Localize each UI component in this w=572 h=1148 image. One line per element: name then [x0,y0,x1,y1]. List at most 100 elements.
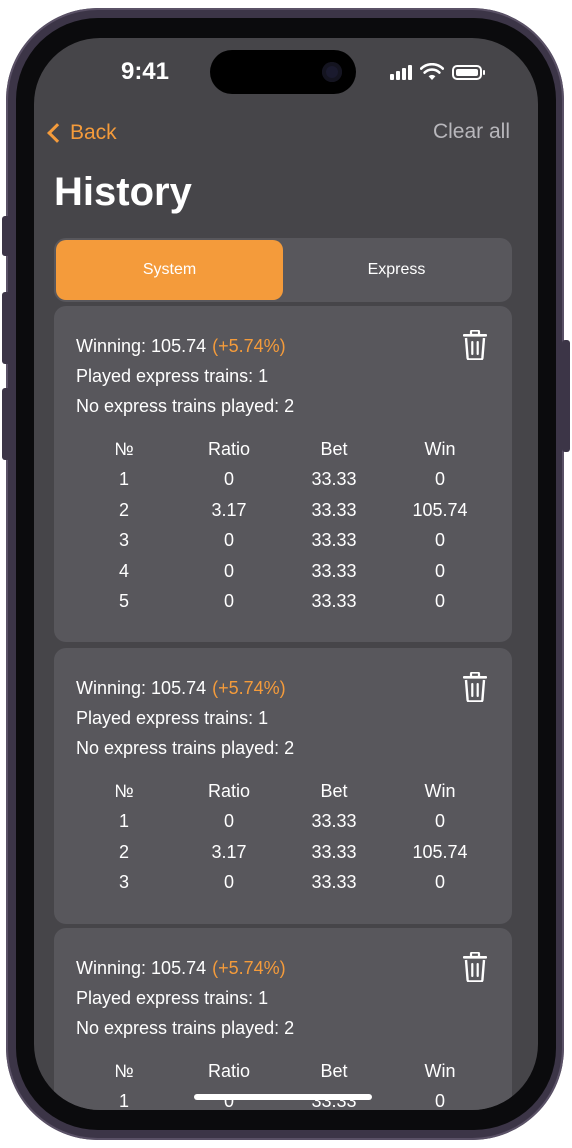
not-played-value: 2 [284,1018,295,1038]
not-played-line: No express trains played: 2 [76,396,294,417]
table-cell: 3 [118,872,129,893]
table-cell: 3 [118,530,129,551]
table-cell: 33.33 [311,872,357,893]
status-icons [390,62,485,82]
winning-percent: (+5.74%) [212,678,286,698]
phone-side-button [2,292,10,364]
history-card: Winning: 105.74 (+5.74%) Played express tr… [54,648,512,924]
table-cell: 0 [223,811,234,832]
winning-label: Winning: [76,678,147,698]
played-line: Played express trains: 1 [76,366,268,387]
table-cell: 1 [118,1091,129,1110]
table-row: 1 0 33.33 0 [54,807,512,838]
table-cell: 33.33 [311,469,357,490]
not-played-label: No express trains played: [76,396,280,416]
table-cell: 33.33 [311,591,357,612]
signal-icon [390,64,412,80]
status-time: 9:41 [120,58,170,85]
results-table: № Ratio Bet Win 1 0 33.33 0 [54,1056,512,1110]
table-header-row: № Ratio Bet Win [54,434,512,465]
winning-line: Winning: 105.74 (+5.74%) [76,678,286,699]
not-played-line: No express trains played: 2 [76,738,294,759]
winning-value: 105.74 [151,678,207,698]
winning-label: Winning: [76,958,147,978]
table-cell: 0 [223,560,234,581]
winning-value: 105.74 [151,958,207,978]
phone-side-button [2,388,10,460]
trash-icon[interactable] [462,329,488,361]
table-row: 4 0 33.33 0 [54,556,512,587]
table-cell: 2 [118,841,129,862]
table-header-cell: Win [424,438,456,459]
results-table: № Ratio Bet Win 1 0 33.33 0 2 3.17 33.33 105.74 3 0 33… [54,776,512,898]
played-line: Played express trains: 1 [76,708,268,729]
table-cell: 0 [434,591,445,612]
winning-label: Winning: [76,336,147,356]
played-value: 1 [258,708,269,728]
table-cell: 33.33 [311,560,357,581]
history-card: Winning: 105.74 (+5.74%) Played express tr… [54,306,512,642]
back-label: Back [70,121,117,144]
history-card: Winning: 105.74 (+5.74%) Played express tr… [54,928,512,1110]
tab-express[interactable]: Express [367,261,426,278]
table-header-cell: Ratio [207,1060,251,1081]
chevron-left-icon [47,123,67,143]
table-header-cell: Bet [320,438,348,459]
table-cell: 3.17 [211,841,247,862]
table-cell: 33.33 [311,811,357,832]
segmented-control: System Express [54,238,512,302]
table-cell: 33.33 [311,530,357,551]
table-cell: 3.17 [211,499,247,520]
table-row: 5 0 33.33 0 [54,587,512,618]
table-cell: 0 [223,1091,234,1110]
phone-side-button [2,216,10,256]
screen: 9:41 Back Clear all History System Expre… [34,38,538,1110]
not-played-label: No express trains played: [76,738,280,758]
trash-icon[interactable] [462,951,488,983]
table-cell: 4 [118,560,129,581]
table-cell: 0 [434,1091,445,1110]
table-cell: 0 [434,560,445,581]
played-value: 1 [258,988,269,1008]
table-row: 3 0 33.33 0 [54,868,512,899]
table-header-row: № Ratio Bet Win [54,776,512,807]
not-played-value: 2 [284,738,295,758]
table-cell: 0 [223,530,234,551]
table-cell: 1 [118,811,129,832]
table-header-row: № Ratio Bet Win [54,1056,512,1087]
played-line: Played express trains: 1 [76,988,268,1009]
table-cell: 33.33 [311,499,357,520]
table-cell: 0 [223,469,234,490]
table-cell: 0 [434,530,445,551]
clear-all-button[interactable]: Clear all [432,120,510,143]
table-cell: 0 [434,872,445,893]
trash-icon[interactable] [462,671,488,703]
back-button[interactable]: Back [44,118,117,148]
table-cell: 2 [118,499,129,520]
table-header-cell: Ratio [207,780,251,801]
table-cell: 1 [118,469,129,490]
home-indicator[interactable] [194,1094,372,1100]
table-header-cell: № [114,438,134,459]
played-label: Played express trains: [76,988,254,1008]
battery-icon [452,64,485,80]
tab-system[interactable]: System [56,240,283,300]
phone-side-button [562,340,570,452]
table-cell: 5 [118,591,129,612]
winning-percent: (+5.74%) [212,336,286,356]
table-cell: 0 [223,872,234,893]
table-header-cell: Bet [320,1060,348,1081]
table-header-cell: Bet [320,780,348,801]
table-cell: 105.74 [412,841,468,862]
not-played-line: No express trains played: 2 [76,1018,294,1039]
winning-line: Winning: 105.74 (+5.74%) [76,336,286,357]
table-header-cell: Win [424,780,456,801]
table-row: 2 3.17 33.33 105.74 [54,495,512,526]
winning-line: Winning: 105.74 (+5.74%) [76,958,286,979]
played-label: Played express trains: [76,366,254,386]
table-row: 2 3.17 33.33 105.74 [54,837,512,868]
table-header-cell: Win [424,1060,456,1081]
page-title: History [54,170,192,214]
played-value: 1 [258,366,269,386]
played-label: Played express trains: [76,708,254,728]
